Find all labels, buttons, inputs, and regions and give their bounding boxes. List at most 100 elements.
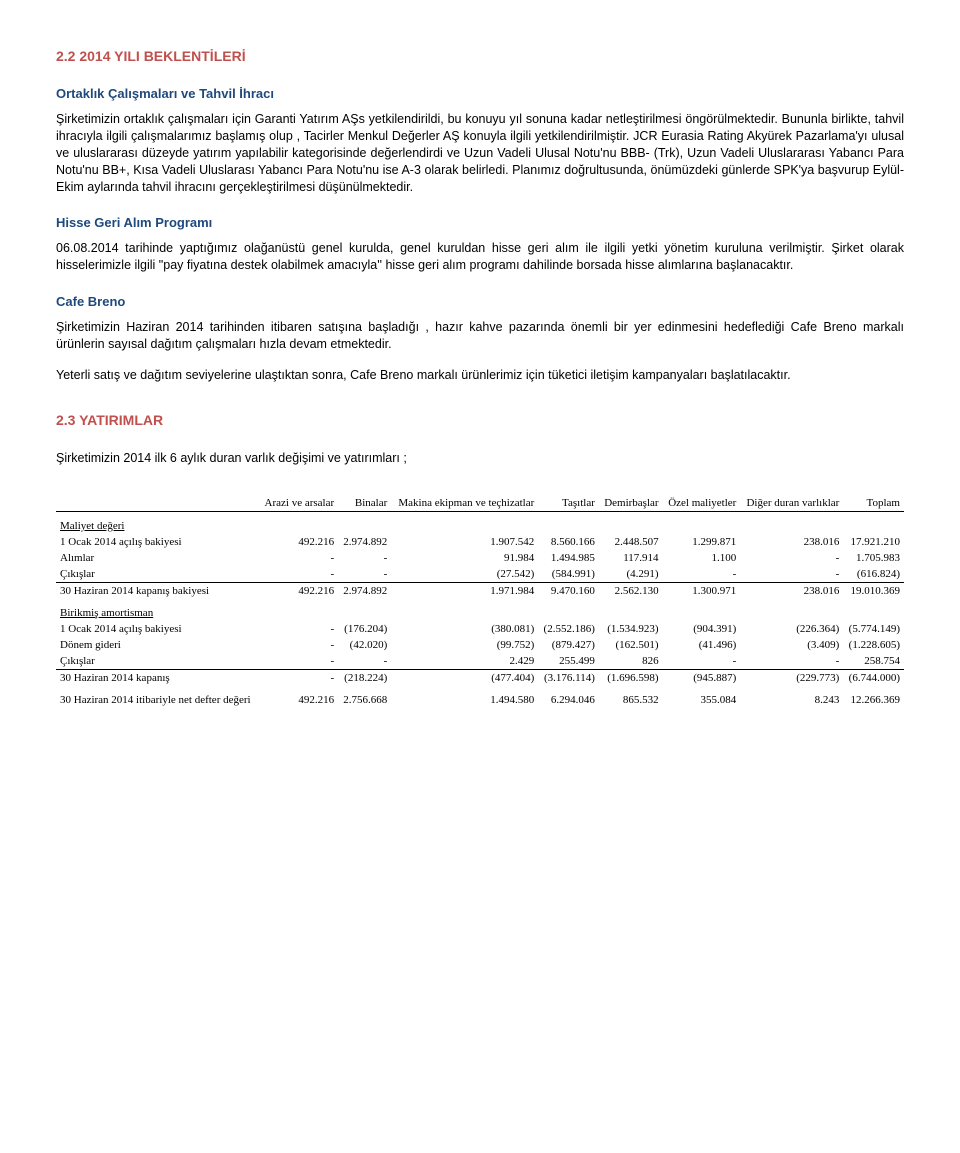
col-vehicles: Taşıtlar bbox=[538, 495, 599, 512]
cell: (1.534.923) bbox=[599, 621, 663, 637]
cell: 258.754 bbox=[843, 653, 904, 670]
cell: 2.974.892 bbox=[338, 582, 391, 599]
cell: - bbox=[338, 653, 391, 670]
cell: (42.020) bbox=[338, 637, 391, 653]
section-investments-title: 2.3 YATIRIMLAR bbox=[56, 412, 904, 428]
cell: (226.364) bbox=[740, 621, 843, 637]
cell: 6.294.046 bbox=[538, 686, 599, 708]
cell: 2.756.668 bbox=[338, 686, 391, 708]
cell: - bbox=[259, 653, 338, 670]
sub-cafe-title: Cafe Breno bbox=[56, 294, 904, 309]
cell: - bbox=[740, 550, 843, 566]
section-outlook-title: 2.2 2014 YILI BEKLENTİLERİ bbox=[56, 48, 904, 64]
cell: 1.100 bbox=[663, 550, 741, 566]
cell: (3.176.114) bbox=[538, 669, 599, 686]
cell: 91.984 bbox=[391, 550, 538, 566]
cell: 17.921.210 bbox=[843, 534, 904, 550]
cell: 1.494.580 bbox=[391, 686, 538, 708]
cell: 1.705.983 bbox=[843, 550, 904, 566]
cell: 238.016 bbox=[740, 534, 843, 550]
cell: 2.562.130 bbox=[599, 582, 663, 599]
table-row: Maliyet değeri bbox=[56, 511, 904, 534]
row-label: 30 Haziran 2014 kapanış bbox=[56, 669, 259, 686]
cell: 8.560.166 bbox=[538, 534, 599, 550]
cell: (162.501) bbox=[599, 637, 663, 653]
cell: 1.494.985 bbox=[538, 550, 599, 566]
col-leasehold: Özel maliyetler bbox=[663, 495, 741, 512]
table-row: 30 Haziran 2014 kapanış-(218.224)(477.40… bbox=[56, 669, 904, 686]
paragraph-partnership: Şirketimizin ortaklık çalışmaları için G… bbox=[56, 111, 904, 195]
cell: - bbox=[338, 566, 391, 583]
cell: - bbox=[663, 566, 741, 583]
cell: - bbox=[259, 669, 338, 686]
cell: - bbox=[740, 566, 843, 583]
table-row: Birikmiş amortisman bbox=[56, 599, 904, 621]
row-label: Birikmiş amortisman bbox=[56, 599, 259, 621]
cell: 9.470.160 bbox=[538, 582, 599, 599]
cell: 1.300.971 bbox=[663, 582, 741, 599]
cell: (5.774.149) bbox=[843, 621, 904, 637]
cell: (218.224) bbox=[338, 669, 391, 686]
table-row: Çıkışlar--(27.542)(584.991)(4.291)--(616… bbox=[56, 566, 904, 583]
cell: 2.448.507 bbox=[599, 534, 663, 550]
row-label: Çıkışlar bbox=[56, 653, 259, 670]
cell: - bbox=[259, 637, 338, 653]
table-row: Dönem gideri-(42.020)(99.752)(879.427)(1… bbox=[56, 637, 904, 653]
cell: 355.084 bbox=[663, 686, 741, 708]
row-label: 30 Haziran 2014 kapanış bakiyesi bbox=[56, 582, 259, 599]
table-row: 30 Haziran 2014 kapanış bakiyesi492.2162… bbox=[56, 582, 904, 599]
row-label: Alımlar bbox=[56, 550, 259, 566]
row-label: Maliyet değeri bbox=[56, 511, 259, 534]
paragraph-cafe-2: Yeterli satış ve dağıtım seviyelerine ul… bbox=[56, 367, 904, 384]
cell: 492.216 bbox=[259, 582, 338, 599]
row-label: 1 Ocak 2014 açılış bakiyesi bbox=[56, 621, 259, 637]
cell: 12.266.369 bbox=[843, 686, 904, 708]
cell: (1.696.598) bbox=[599, 669, 663, 686]
cell: 492.216 bbox=[259, 686, 338, 708]
cell: (6.744.000) bbox=[843, 669, 904, 686]
cell: 2.429 bbox=[391, 653, 538, 670]
cell: 865.532 bbox=[599, 686, 663, 708]
cell: 255.499 bbox=[538, 653, 599, 670]
col-total: Toplam bbox=[843, 495, 904, 512]
cell: (879.427) bbox=[538, 637, 599, 653]
cell: - bbox=[259, 566, 338, 583]
cell: 8.243 bbox=[740, 686, 843, 708]
table-row: Çıkışlar--2.429255.499826--258.754 bbox=[56, 653, 904, 670]
cell: 117.914 bbox=[599, 550, 663, 566]
cell: 826 bbox=[599, 653, 663, 670]
cell: (1.228.605) bbox=[843, 637, 904, 653]
row-label: Çıkışlar bbox=[56, 566, 259, 583]
cell: (3.409) bbox=[740, 637, 843, 653]
cell: - bbox=[259, 550, 338, 566]
cell: 1.971.984 bbox=[391, 582, 538, 599]
row-label: 30 Haziran 2014 itibariyle net defter de… bbox=[56, 686, 259, 708]
cell: 1.907.542 bbox=[391, 534, 538, 550]
table-row: 30 Haziran 2014 itibariyle net defter de… bbox=[56, 686, 904, 708]
sub-partnership-title: Ortaklık Çalışmaları ve Tahvil İhracı bbox=[56, 86, 904, 101]
table-row: 1 Ocak 2014 açılış bakiyesi492.2162.974.… bbox=[56, 534, 904, 550]
investments-intro: Şirketimizin 2014 ilk 6 aylık duran varl… bbox=[56, 450, 904, 467]
cell: 2.974.892 bbox=[338, 534, 391, 550]
cell: (584.991) bbox=[538, 566, 599, 583]
table-row: Alımlar--91.9841.494.985117.9141.100-1.7… bbox=[56, 550, 904, 566]
cell: (380.081) bbox=[391, 621, 538, 637]
cell: (2.552.186) bbox=[538, 621, 599, 637]
cell: (99.752) bbox=[391, 637, 538, 653]
col-buildings: Binalar bbox=[338, 495, 391, 512]
cell: (945.887) bbox=[663, 669, 741, 686]
col-machinery: Makina ekipman ve teçhizatlar bbox=[391, 495, 538, 512]
paragraph-cafe-1: Şirketimizin Haziran 2014 tarihinden iti… bbox=[56, 319, 904, 353]
cell: - bbox=[338, 550, 391, 566]
cell: (229.773) bbox=[740, 669, 843, 686]
cell: 1.299.871 bbox=[663, 534, 741, 550]
cell: (41.496) bbox=[663, 637, 741, 653]
col-furniture: Demirbaşlar bbox=[599, 495, 663, 512]
cell: (4.291) bbox=[599, 566, 663, 583]
cell: (176.204) bbox=[338, 621, 391, 637]
col-other: Diğer duran varlıklar bbox=[740, 495, 843, 512]
cell: - bbox=[259, 621, 338, 637]
row-label: Dönem gideri bbox=[56, 637, 259, 653]
cell: (616.824) bbox=[843, 566, 904, 583]
col-blank bbox=[56, 495, 259, 512]
